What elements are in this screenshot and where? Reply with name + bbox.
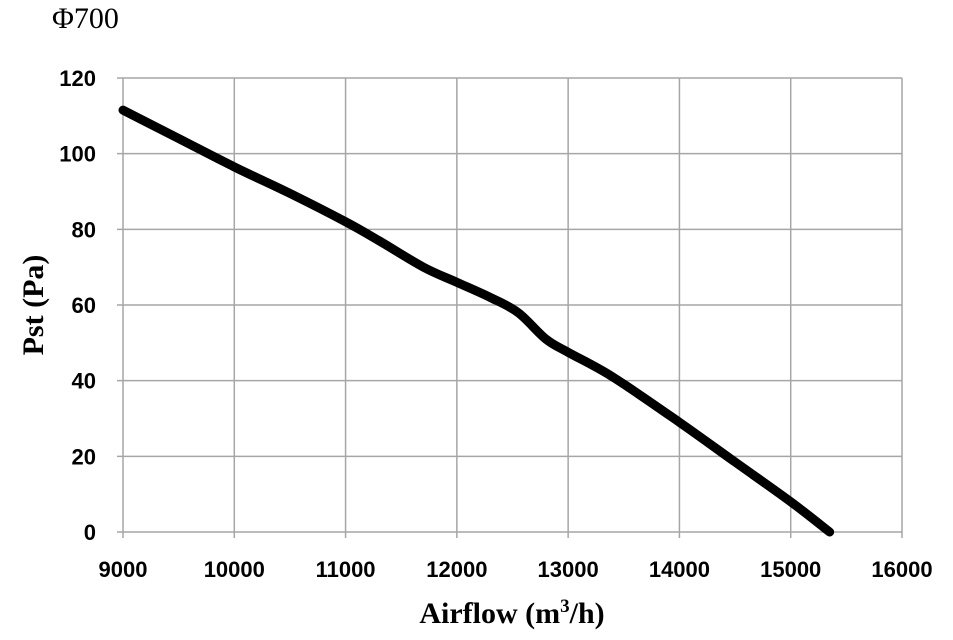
x-tick-label-13000: 13000 [538,557,599,582]
x-tick-label-9000: 9000 [99,557,148,582]
y-tick-label-20: 20 [72,444,96,469]
chart-title: Φ700 [52,2,119,35]
y-axis-title: Pst (Pa) [17,255,50,356]
x-tick-label-14000: 14000 [649,557,710,582]
y-tick-label-120: 120 [59,66,96,91]
x-tick-label-12000: 12000 [426,557,487,582]
x-tick-label-16000: 16000 [871,557,932,582]
x-tick-label-15000: 15000 [760,557,821,582]
x-axis-title-main: Airflow (m [419,597,560,630]
x-tick-label-11000: 11000 [316,557,376,582]
x-axis-ticks: 9000 10000 11000 12000 13000 14000 15000 16000 [99,557,933,582]
grid [117,77,903,538]
x-axis-title: Airflow (m3/h) [419,596,604,630]
series-line-0 [118,105,835,537]
x-axis-title-end: /h) [569,597,605,630]
y-axis-ticks: 0 20 40 60 80 100 120 [59,66,96,545]
y-tick-label-40: 40 [72,369,96,394]
x-tick-label-10000: 10000 [204,557,265,582]
y-tick-label-80: 80 [72,217,96,242]
y-tick-label-0: 0 [84,520,96,545]
y-tick-label-60: 60 [72,293,96,318]
y-tick-label-100: 100 [59,142,96,167]
x-axis-title-sup: 3 [560,596,570,617]
series-layer [118,105,835,537]
